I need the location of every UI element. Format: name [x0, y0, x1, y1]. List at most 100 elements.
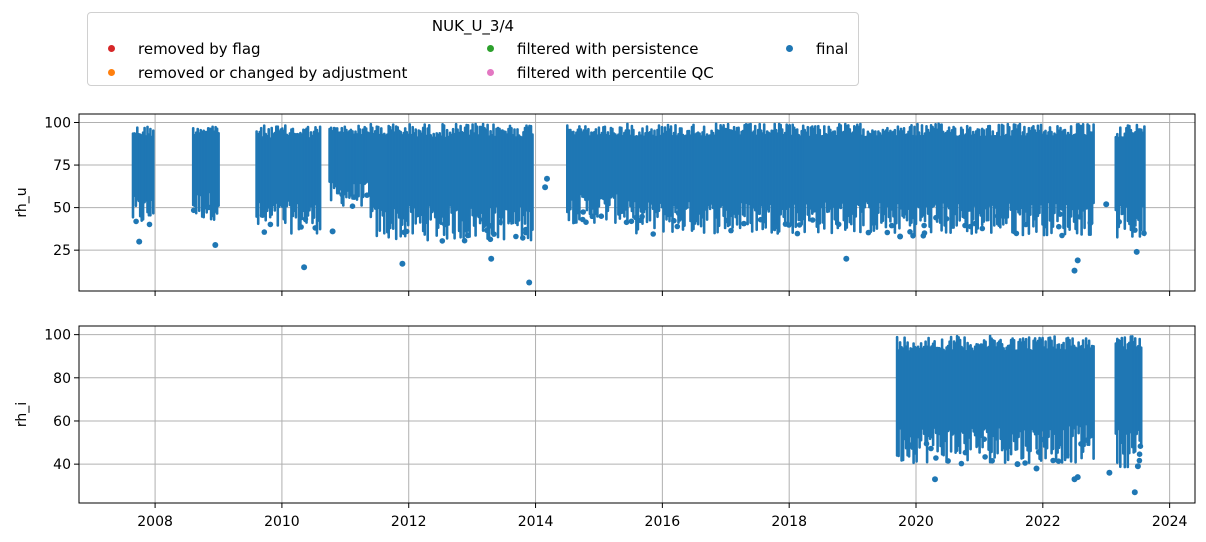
y-tick-label: 40 [53, 457, 71, 473]
y-tick-label: 50 [53, 201, 71, 217]
data-point [441, 221, 448, 227]
data-point [967, 223, 974, 230]
data-point [1041, 212, 1047, 219]
data-point [1131, 489, 1138, 496]
data-point [1033, 465, 1040, 472]
data-point [302, 216, 309, 222]
data-point [301, 264, 308, 271]
data-point [259, 212, 266, 218]
legend-label: removed by flag [138, 40, 261, 58]
data-point [870, 218, 876, 224]
data-point [1137, 443, 1144, 450]
data-point [349, 203, 356, 209]
data-point [542, 184, 549, 191]
data-point [907, 229, 913, 235]
data-point [921, 222, 927, 229]
data-point [676, 210, 682, 216]
data-point [1059, 232, 1065, 239]
data-point [1013, 230, 1020, 237]
data-point [146, 221, 153, 228]
data-point [945, 458, 951, 464]
data-point [1078, 441, 1084, 447]
y-tick-label: 100 [44, 328, 71, 344]
data-point [650, 231, 656, 237]
data-point [982, 454, 988, 460]
data-point-cluster [152, 129, 155, 215]
data-point [933, 455, 939, 461]
data-point [488, 255, 495, 262]
data-point [910, 233, 916, 239]
legend-label: final [816, 40, 849, 58]
data-point [1023, 221, 1029, 228]
data-point [364, 192, 370, 198]
data-point [329, 228, 336, 235]
y-tick-label: 100 [44, 116, 71, 132]
data-point [1136, 457, 1143, 464]
data-point [1103, 201, 1110, 208]
data-point [897, 233, 904, 240]
axes-frame [78, 113, 1196, 292]
data-point [962, 449, 969, 456]
data-point [923, 440, 930, 447]
data-point [794, 230, 801, 237]
data-point [671, 217, 677, 224]
data-point-cluster [318, 125, 322, 231]
data-point [497, 219, 503, 225]
data-point [212, 242, 219, 248]
data-point [933, 214, 939, 221]
data-point [1040, 436, 1046, 443]
data-point [190, 207, 197, 214]
data-point [962, 222, 968, 229]
data-point [1116, 219, 1122, 225]
axes-frame [78, 325, 1196, 504]
x-tick-label: 2008 [137, 514, 173, 530]
data-point [339, 191, 345, 198]
panel-rh_u: 25 50 75 100 rh_u [14, 113, 1196, 296]
data-point [439, 238, 446, 244]
data-point [786, 222, 792, 228]
data-point [628, 218, 635, 225]
data-point [267, 221, 274, 228]
panel-rh_i: 40 60 80 100 2008 2010 2012 2014 2016 2018 2020 202… [14, 325, 1196, 530]
data-point [136, 238, 143, 245]
data-point [943, 216, 950, 222]
data-point [932, 476, 938, 483]
data-point [544, 175, 550, 182]
data-point [480, 216, 487, 223]
legend-marker-icon [108, 69, 115, 76]
data-point [995, 213, 1001, 219]
data-point [921, 230, 928, 236]
data-point [461, 237, 468, 244]
data-point [884, 229, 891, 236]
data-point [979, 225, 986, 232]
legend-label: filtered with percentile QC [517, 64, 714, 82]
data-point [1050, 457, 1056, 464]
legend-label: removed or changed by adjustment [138, 64, 408, 82]
data-series-final [131, 122, 1147, 286]
legend-title: NUK_U_3/4 [431, 17, 515, 35]
y-axis-label: rh_u [14, 187, 30, 217]
data-point [133, 218, 139, 225]
y-tick-label: 60 [53, 414, 71, 430]
data-point [484, 227, 490, 234]
data-point [972, 220, 978, 227]
x-tick-label: 2010 [264, 514, 300, 530]
data-point [312, 225, 319, 231]
data-point [843, 255, 850, 262]
data-point [989, 458, 995, 464]
y-tick-label: 75 [53, 158, 71, 174]
data-point [727, 211, 734, 218]
data-point [1136, 451, 1143, 458]
data-point [1057, 436, 1063, 442]
data-point [351, 194, 357, 200]
data-point [1057, 211, 1063, 217]
x-tick-label: 2014 [518, 514, 554, 530]
data-point [723, 217, 730, 224]
data-point [928, 445, 934, 452]
data-point [598, 213, 605, 219]
data-point [1141, 230, 1147, 236]
x-tick-label: 2020 [898, 514, 934, 530]
legend-marker-icon [487, 69, 494, 76]
data-point [1022, 460, 1028, 466]
